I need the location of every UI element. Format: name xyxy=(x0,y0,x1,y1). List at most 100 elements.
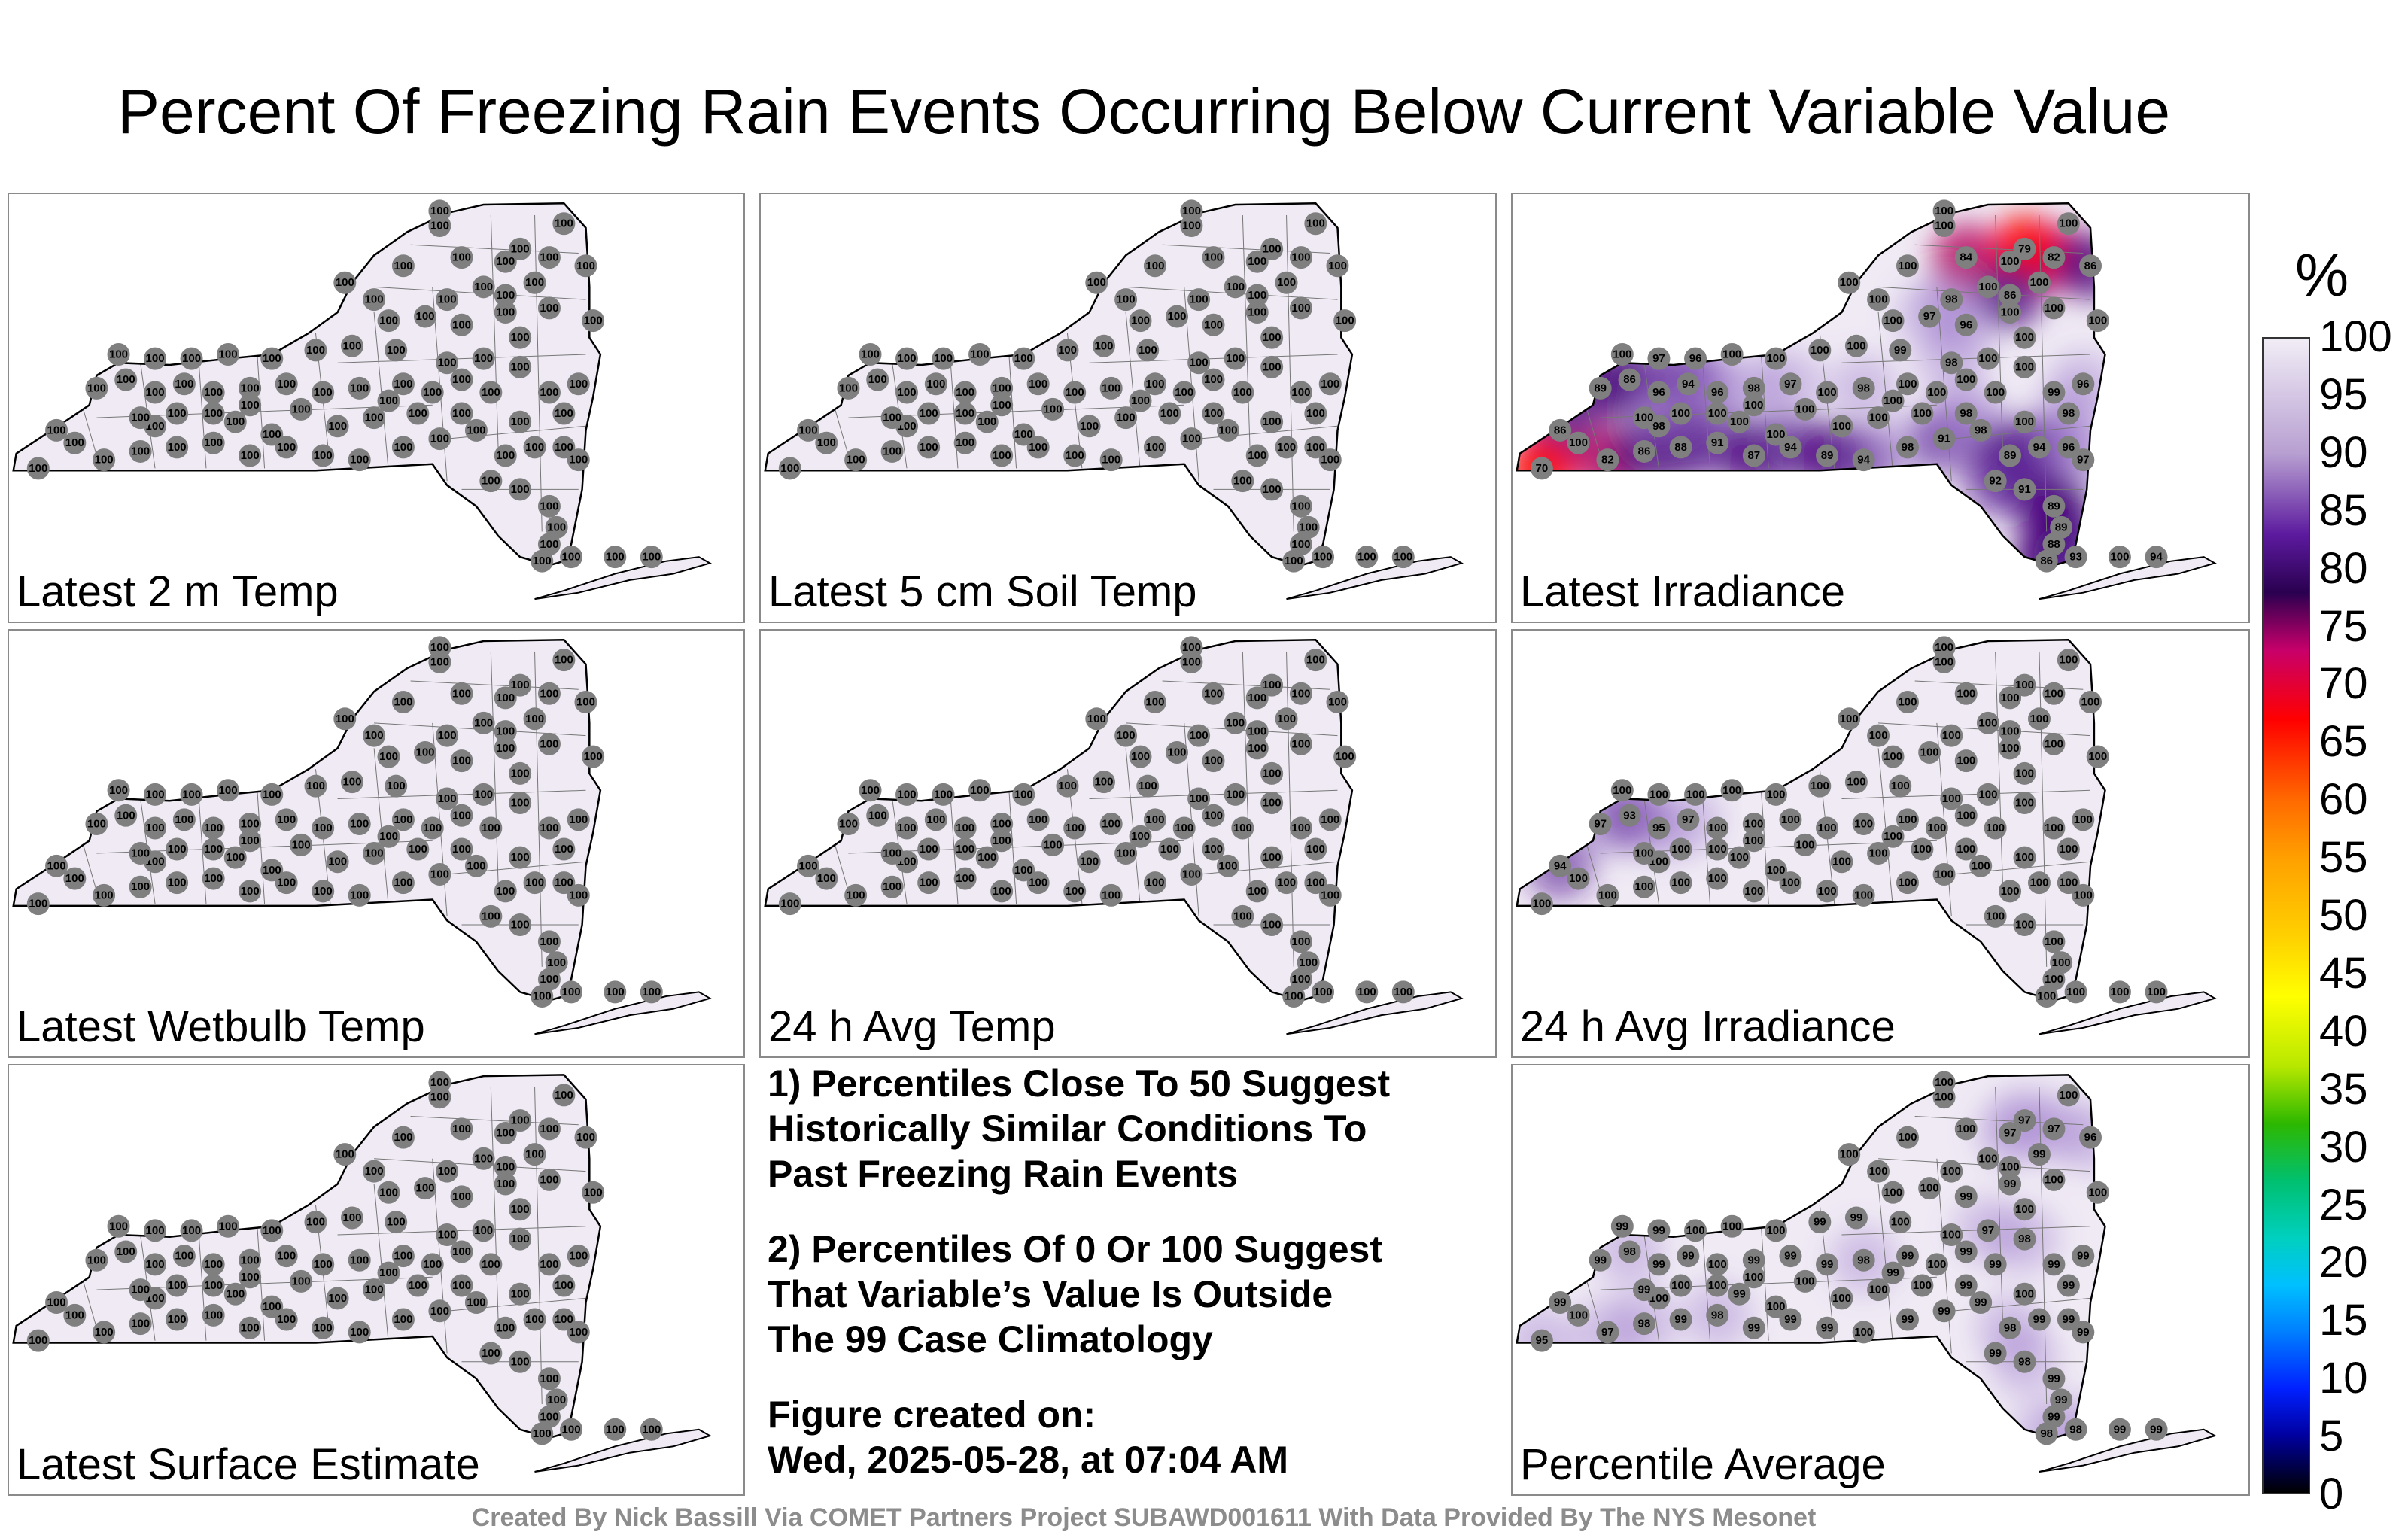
station-value: 100 xyxy=(146,822,165,834)
station-marker: 100 xyxy=(1012,783,1035,806)
station-marker: 100 xyxy=(1333,309,1357,333)
station-marker: 100 xyxy=(1012,859,1035,882)
station-value: 100 xyxy=(1087,276,1106,289)
station-marker: 100 xyxy=(472,711,495,734)
station-value: 100 xyxy=(1306,217,1325,230)
station-value: 100 xyxy=(1686,1224,1705,1237)
station-marker: 100 xyxy=(464,854,488,877)
station-dot xyxy=(1984,1253,2007,1276)
station-value: 100 xyxy=(1226,716,1245,729)
station-value: 100 xyxy=(971,348,990,361)
station-dot xyxy=(1289,246,1312,269)
county-line xyxy=(1841,789,2091,799)
station-dot xyxy=(348,812,371,835)
station-dot xyxy=(1063,880,1087,903)
station-value: 100 xyxy=(1306,407,1325,420)
station-value: 100 xyxy=(1306,843,1325,856)
station-value: 100 xyxy=(2015,1203,2034,1216)
station-dot xyxy=(312,1316,335,1339)
station-marker: 100 xyxy=(377,825,400,848)
station-value: 100 xyxy=(306,1216,325,1229)
station-dot xyxy=(2057,1308,2080,1331)
station-marker: 100 xyxy=(523,871,546,895)
panel-label: Latest 5 cm Soil Temp xyxy=(768,567,1197,616)
station-value: 100 xyxy=(1766,428,1785,441)
station-dot xyxy=(582,1181,605,1204)
county-line xyxy=(1242,215,1251,448)
station-dot xyxy=(2042,1405,2066,1428)
station-marker: 98 xyxy=(2013,1350,2036,1373)
station-dot xyxy=(1172,381,1196,404)
station-value: 99 xyxy=(1960,1190,1972,1203)
station-value: 100 xyxy=(920,877,938,889)
station-value: 100 xyxy=(1204,687,1223,700)
station-value: 100 xyxy=(2059,843,2078,856)
station-value: 100 xyxy=(47,859,66,872)
station-marker: 100 xyxy=(2072,883,2095,907)
station-value: 100 xyxy=(525,276,544,289)
station-marker: 97 xyxy=(1779,372,1802,396)
station-value: 100 xyxy=(1956,1123,1975,1135)
station-value: 100 xyxy=(533,989,552,1002)
station-dot xyxy=(509,1350,532,1373)
station-value: 100 xyxy=(168,877,187,889)
station-value: 100 xyxy=(1321,378,1339,391)
station-marker: 100 xyxy=(414,1177,437,1200)
station-dot xyxy=(2145,1418,2168,1441)
station-value: 100 xyxy=(1722,348,1741,361)
station-dot xyxy=(1224,347,1247,370)
station-marker: 100 xyxy=(1099,376,1123,400)
station-value: 100 xyxy=(839,381,858,394)
station-dot xyxy=(953,381,977,404)
station-dot xyxy=(2013,1350,2036,1373)
station-value: 100 xyxy=(328,1292,347,1305)
station-dot xyxy=(107,1214,130,1238)
station-value: 89 xyxy=(1594,381,1607,394)
station-value: 100 xyxy=(2015,679,2034,692)
station-marker: 99 xyxy=(2108,1418,2131,1441)
station-dot xyxy=(2027,436,2051,459)
station-value: 100 xyxy=(2001,742,2020,755)
station-dot xyxy=(1706,1253,1729,1276)
station-marker: 100 xyxy=(406,402,430,425)
station-dot xyxy=(144,816,167,840)
station-value: 96 xyxy=(1960,318,1972,331)
station-value: 100 xyxy=(1291,687,1310,700)
station-dot xyxy=(1136,339,1160,362)
station-dot xyxy=(2042,296,2066,320)
station-marker: 82 xyxy=(2042,246,2066,269)
station-dot xyxy=(1779,372,1802,396)
station-value: 99 xyxy=(2033,1148,2046,1161)
station-marker: 100 xyxy=(26,1329,50,1352)
station-marker: 98 xyxy=(1940,288,1963,312)
station-marker: 100 xyxy=(537,246,561,269)
station-dot xyxy=(2050,951,2073,974)
station-marker: 89 xyxy=(2050,515,2073,539)
station-value: 100 xyxy=(1263,851,1282,864)
station-value: 100 xyxy=(2074,813,2093,826)
station-value: 100 xyxy=(1285,555,1303,567)
station-value: 100 xyxy=(1394,986,1412,999)
station-dot xyxy=(1589,1248,1612,1272)
station-marker: 100 xyxy=(2145,980,2168,1004)
station-value: 100 xyxy=(1167,310,1186,323)
station-marker: 100 xyxy=(1669,1274,1692,1297)
station-marker: 100 xyxy=(523,707,546,731)
station-marker: 100 xyxy=(290,397,313,421)
station-marker: 100 xyxy=(1816,381,1839,404)
station-marker: 100 xyxy=(1940,1223,1963,1247)
station-value: 99 xyxy=(1616,1220,1628,1233)
station-marker: 100 xyxy=(537,1405,561,1428)
station-value: 100 xyxy=(350,817,369,830)
station-value: 100 xyxy=(1102,454,1120,467)
station-marker: 100 xyxy=(1918,1177,1941,1200)
station-value: 100 xyxy=(511,851,530,864)
station-dot xyxy=(1304,871,1327,895)
station-value: 100 xyxy=(920,441,938,454)
station-value: 100 xyxy=(379,1186,398,1199)
station-value: 100 xyxy=(467,424,485,436)
station-dot xyxy=(2057,649,2080,672)
station-marker: 100 xyxy=(1318,808,1342,831)
